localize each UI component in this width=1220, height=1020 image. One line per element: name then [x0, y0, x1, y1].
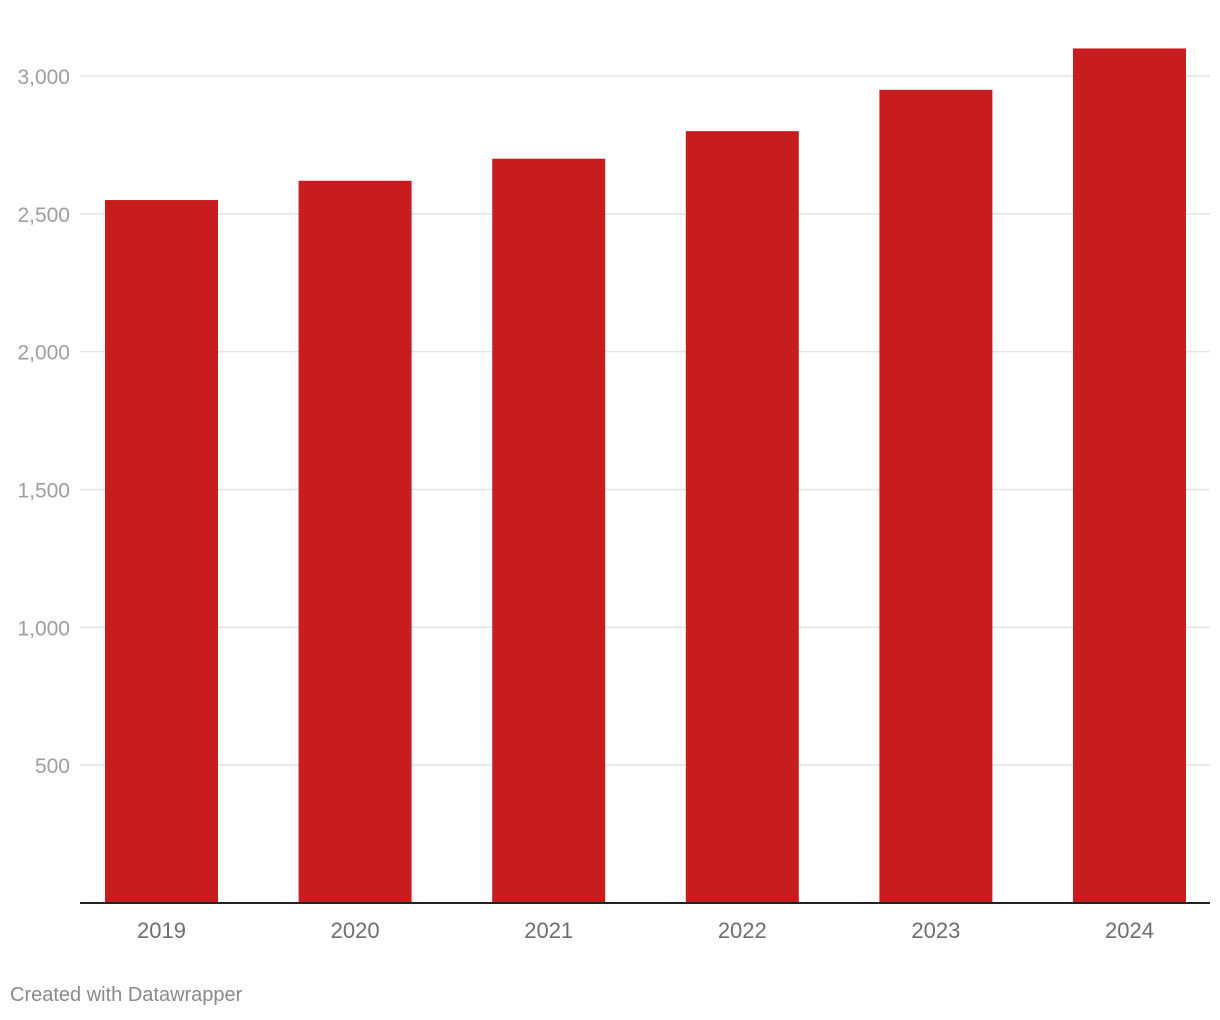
x-tick-label: 2024: [1105, 918, 1154, 943]
bar-2024: [1073, 48, 1186, 903]
y-tick-label: 3,000: [17, 66, 70, 89]
bar-2019: [105, 200, 218, 904]
bar-2022: [685, 131, 799, 904]
y-tick-label: 1,500: [17, 480, 70, 503]
credit-text: Created with Datawrapper: [10, 984, 243, 1006]
x-tick-label: 2022: [718, 918, 767, 943]
x-tick-label: 2021: [524, 918, 573, 943]
y-tick-label: 1,000: [17, 617, 70, 640]
bar-chart: 500 1,000 1,500 2,000 2,500 3,000 2019 2020 202…: [17, 48, 1210, 943]
x-axis-ticks: 2019 2020 2021 2022 2023 2024: [137, 918, 1154, 943]
x-tick-label: 2023: [911, 918, 960, 943]
y-tick-label: 2,000: [17, 342, 70, 365]
chart-canvas: 500 1,000 1,500 2,000 2,500 3,000 2019 2020 202…: [17, 48, 1210, 943]
y-tick-label: 2,500: [17, 204, 70, 227]
bar-2023: [879, 89, 993, 904]
y-axis-ticks: 500 1,000 1,500 2,000 2,500 3,000: [17, 66, 70, 778]
x-tick-label: 2019: [137, 918, 186, 943]
x-tick-label: 2020: [331, 918, 380, 943]
bar-2021: [492, 158, 606, 903]
gridlines: [80, 75, 1210, 766]
bar-2020: [298, 180, 412, 904]
bars: [105, 48, 1186, 904]
y-tick-label: 500: [35, 755, 70, 778]
